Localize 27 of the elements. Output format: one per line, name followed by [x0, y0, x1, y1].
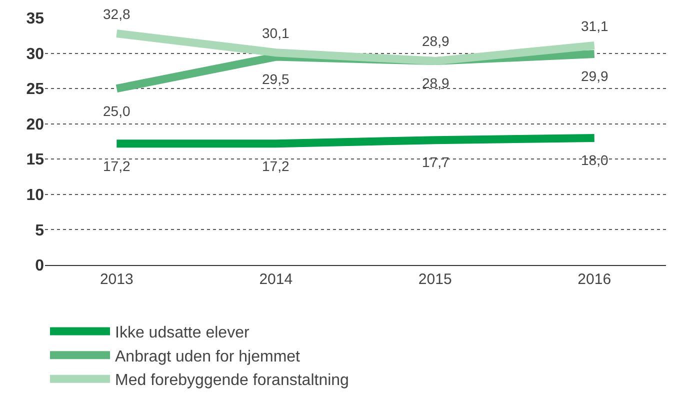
y-tick-label: 35	[26, 10, 44, 28]
data-label: 29,9	[581, 68, 608, 84]
x-tick-label: 2016	[578, 271, 612, 288]
x-tick-label: 2015	[418, 271, 452, 288]
data-label: 32,8	[103, 6, 130, 22]
y-tick-label: 0	[35, 258, 44, 275]
y-tick-label: 15	[26, 152, 44, 169]
data-label: 17,2	[262, 158, 290, 174]
y-tick-label: 10	[26, 187, 44, 204]
data-label: 25,0	[103, 103, 130, 119]
y-tick-label: 20	[26, 116, 44, 134]
legend-label: Anbragt uden for hjemmet	[115, 348, 301, 366]
data-label: 29,5	[262, 71, 290, 87]
legend-label: Med forebyggende foranstaltning	[115, 372, 349, 390]
data-label: 31,1	[581, 18, 608, 34]
data-label: 17,2	[103, 158, 130, 174]
x-tick-label: 2013	[100, 271, 134, 288]
data-label: 28,9	[422, 33, 450, 49]
data-label: 17,7	[422, 154, 450, 170]
legend-label: Ikke udsatte elever	[115, 324, 250, 342]
data-label: 18,0	[581, 152, 608, 168]
y-tick-label: 25	[26, 81, 44, 98]
data-label: 28,9	[422, 75, 450, 91]
y-tick-label: 30	[26, 46, 44, 63]
y-tick-label: 5	[35, 222, 44, 240]
data-label: 30,1	[262, 25, 290, 41]
x-tick-label: 2014	[259, 271, 293, 288]
